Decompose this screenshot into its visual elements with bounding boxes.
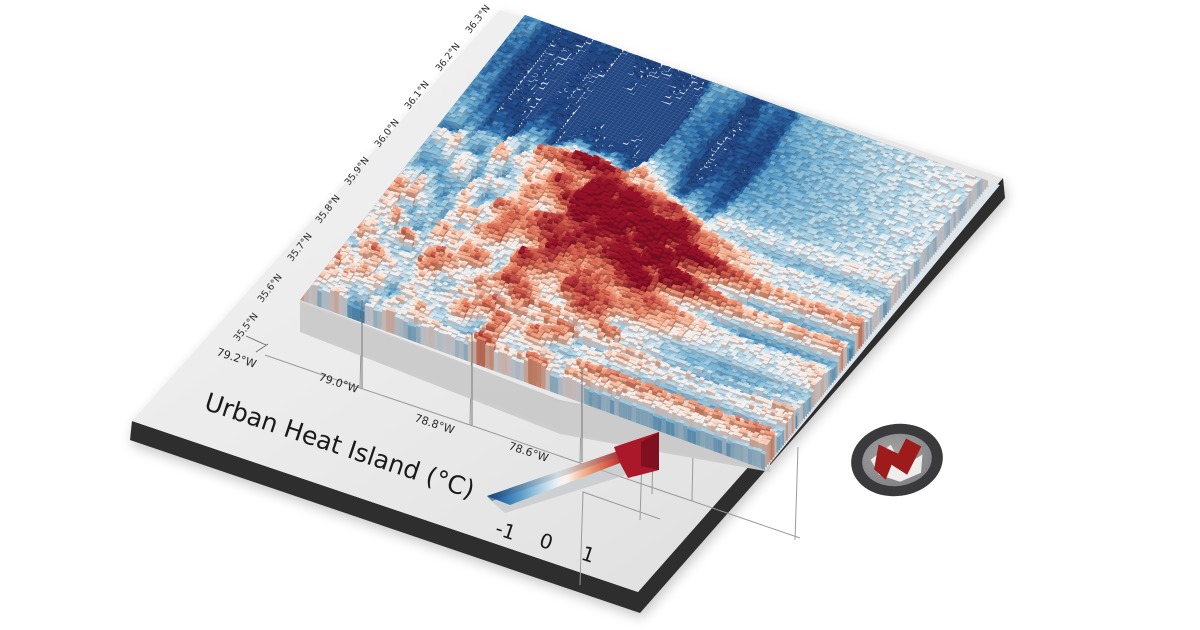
longitude-leader-lines <box>255 300 583 462</box>
base-slab-edge <box>130 178 1005 613</box>
colorbar <box>487 432 659 513</box>
colorbar-arrowhead-shade <box>641 432 659 470</box>
compass-needle-north <box>874 438 922 480</box>
north-arrow-icon <box>851 423 943 497</box>
voxel-terrain-surface <box>300 15 1000 470</box>
latitude-leader-lines <box>245 335 267 346</box>
colorbar-ribbon-shade <box>487 442 641 501</box>
